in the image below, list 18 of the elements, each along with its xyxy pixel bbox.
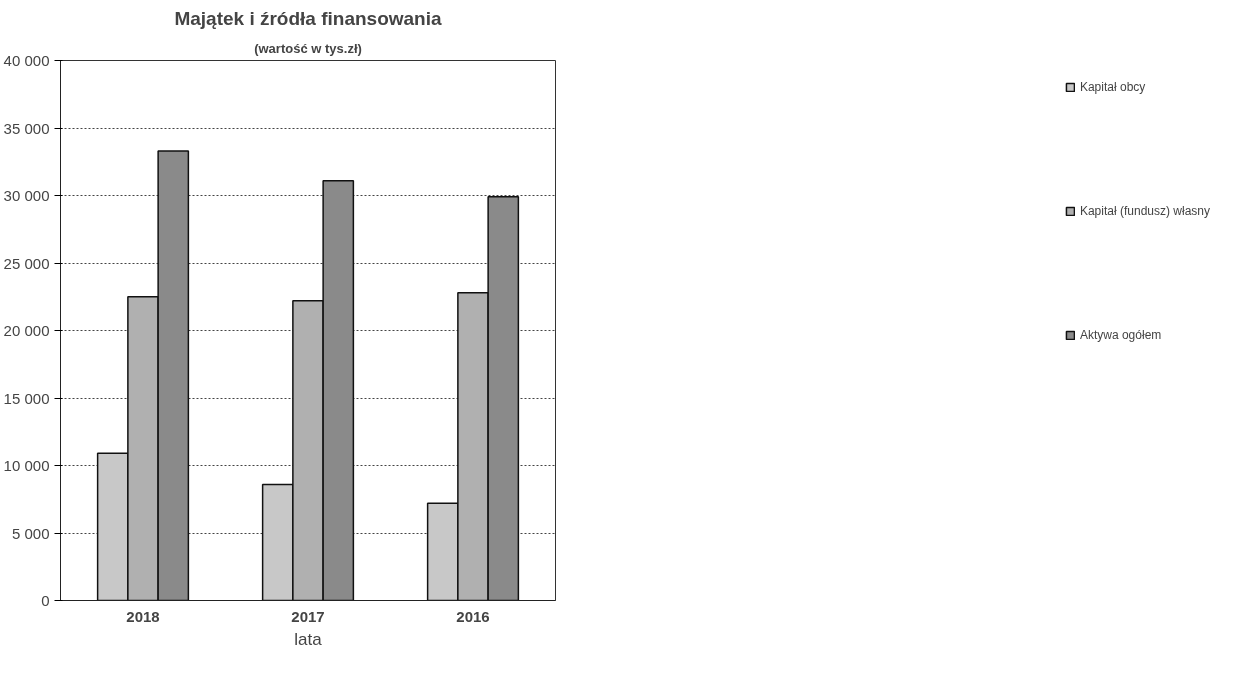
- x-axis-title: lata: [294, 629, 323, 649]
- x-tick-label: 2017: [291, 607, 325, 625]
- y-tick-label: 10 000: [3, 457, 50, 474]
- y-tick-label: 20 000: [3, 322, 50, 339]
- y-tick-label: 30 000: [3, 187, 50, 204]
- y-tick-label: 5 000: [11, 524, 50, 542]
- y-tick-label: 15 000: [3, 389, 50, 407]
- y-tick-label: 35 000: [3, 119, 50, 137]
- chart-title: Majątek i źródła finansowania: [174, 7, 442, 29]
- legend-label: Kapitał obcy: [1079, 80, 1146, 94]
- chart-subtitle: (wartość w tys.zł): [254, 40, 362, 56]
- x-tick-label: 2016: [456, 607, 490, 625]
- legend-label: Kapitał (fundusz) własny: [1079, 204, 1210, 218]
- y-tick-label: 25 000: [3, 254, 50, 272]
- y-tick-label: 0: [41, 592, 50, 609]
- legend-label: Aktywa ogółem: [1079, 328, 1162, 342]
- y-tick-label: 40 000: [3, 52, 50, 69]
- x-tick-label: 2018: [126, 607, 160, 625]
